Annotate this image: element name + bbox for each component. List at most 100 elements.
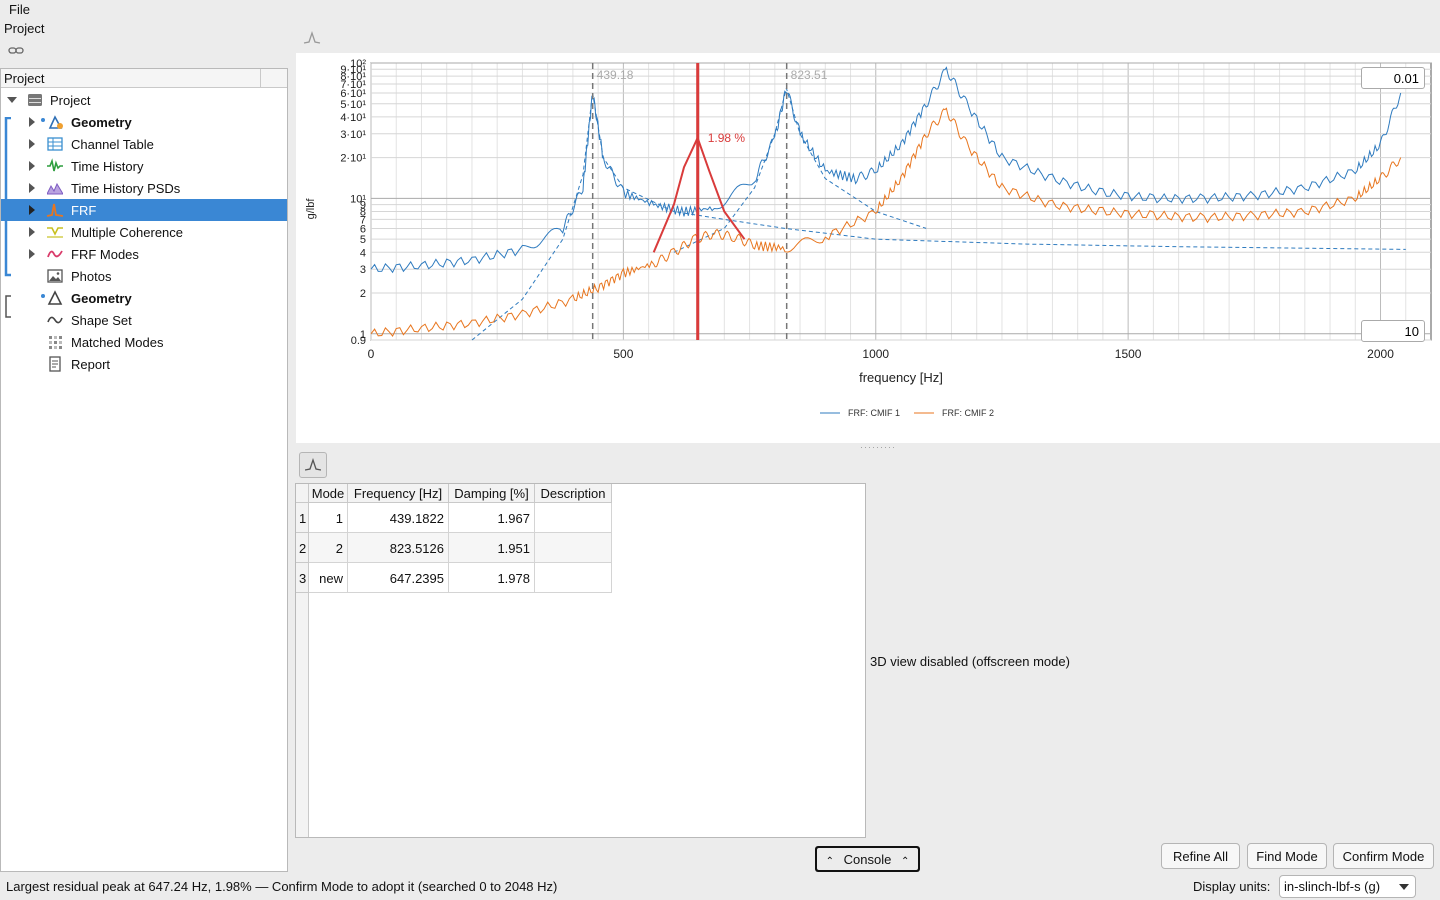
chevron-right-icon[interactable] xyxy=(27,205,37,215)
tree-item-time-history[interactable]: Time History xyxy=(1,155,287,177)
waveform-icon xyxy=(47,158,63,172)
table-header-mode[interactable]: Mode xyxy=(309,484,348,503)
cell-description[interactable] xyxy=(535,503,612,533)
row-header-column xyxy=(296,593,309,837)
tree-item-label: Shape Set xyxy=(71,313,132,328)
tree-header-label: Project xyxy=(4,71,45,86)
table-header-description[interactable]: Description xyxy=(535,484,612,503)
tree-item-label: Geometry xyxy=(71,115,132,130)
chevron-up-icon: ⌃ xyxy=(900,856,910,867)
y-tick-label: 4 xyxy=(360,247,366,259)
tree-item-multiple-coherence[interactable]: Multiple Coherence xyxy=(1,221,287,243)
y-tick-label: 3·10¹ xyxy=(340,129,366,141)
cell-damping[interactable]: 1.967 xyxy=(449,503,535,533)
fit-tool-button[interactable] xyxy=(299,452,327,478)
y-tick-label: 2·10¹ xyxy=(340,153,366,165)
chevron-up-icon: ⌃ xyxy=(825,856,835,867)
row-header[interactable]: 2 xyxy=(296,533,309,563)
cell-mode[interactable]: 2 xyxy=(309,533,348,563)
tree-item-time-history-psds[interactable]: Time History PSDs xyxy=(1,177,287,199)
fit-tool-icon xyxy=(305,458,321,471)
tree-item-photos[interactable]: Photos xyxy=(1,265,287,287)
table-header-damping[interactable]: Damping [%] xyxy=(449,484,535,503)
tree-item-geometry-2[interactable]: Geometry xyxy=(1,287,287,309)
y-tick-label: 7·10¹ xyxy=(340,79,366,91)
view3d-message: 3D view disabled (offscreen mode) xyxy=(870,654,1070,669)
cell-damping[interactable]: 1.951 xyxy=(449,533,535,563)
legend-label-cmif-1: FRF: CMIF 1 xyxy=(848,408,900,418)
y-tick-label: 9 xyxy=(360,200,366,212)
y-tick-label: 5·10¹ xyxy=(340,99,366,111)
y-tick-label: 0.9 xyxy=(351,335,366,347)
link-icon[interactable] xyxy=(8,46,24,56)
tree-item-report[interactable]: Report xyxy=(1,353,287,375)
row-header[interactable]: 1 xyxy=(296,503,309,533)
file-menu[interactable]: File xyxy=(9,2,30,17)
cell-frequency[interactable]: 823.5126 xyxy=(348,533,449,563)
y-tick-label: 6·10¹ xyxy=(340,88,366,100)
y-min-input[interactable] xyxy=(1361,320,1425,342)
tree-item-shape-set[interactable]: Shape Set xyxy=(1,309,287,331)
frf-icon xyxy=(47,203,63,217)
chevron-right-icon[interactable] xyxy=(27,183,37,193)
chevron-right-icon[interactable] xyxy=(27,227,37,237)
tree-item-channel-table[interactable]: Channel Table xyxy=(1,133,287,155)
display-units-value: in-slinch-lbf-s (g) xyxy=(1284,879,1381,894)
cell-description[interactable] xyxy=(535,563,612,593)
y-tick-label: 10² xyxy=(350,58,366,70)
tree-item-frf[interactable]: FRF xyxy=(1,199,287,221)
chevron-down-icon[interactable] xyxy=(7,95,17,105)
chevron-right-icon[interactable] xyxy=(27,139,37,149)
table-header-frequency[interactable]: Frequency [Hz] xyxy=(348,484,449,503)
splitter-handle[interactable]: ········· xyxy=(860,442,896,452)
cell-frequency[interactable]: 647.2395 xyxy=(348,563,449,593)
status-message: Largest residual peak at 647.24 Hz, 1.98… xyxy=(6,879,558,894)
display-units-label: Display units: xyxy=(1193,879,1271,894)
coherence-icon xyxy=(47,227,63,238)
tree-item-project[interactable]: Project xyxy=(1,89,287,111)
y-tick-label: 1 xyxy=(360,329,366,341)
tree-item-label: Project xyxy=(50,93,91,108)
console-toggle-button[interactable]: ⌃ Console ⌃ xyxy=(815,846,920,872)
confirm-mode-button[interactable]: Confirm Mode xyxy=(1333,843,1434,869)
chevron-right-icon[interactable] xyxy=(27,117,37,127)
tree-item-matched-modes[interactable]: Matched Modes xyxy=(1,331,287,353)
cell-description[interactable] xyxy=(535,533,612,563)
refine-all-button[interactable]: Refine All xyxy=(1161,843,1240,869)
y-max-input[interactable] xyxy=(1361,67,1425,89)
shape-icon xyxy=(47,316,63,324)
tree-group-bracket-2 xyxy=(5,295,11,318)
tree-item-label: Matched Modes xyxy=(71,335,164,350)
mode-marker-label: 823.51 xyxy=(791,68,828,82)
cell-mode[interactable]: new xyxy=(309,563,348,593)
cell-mode[interactable]: 1 xyxy=(309,503,348,533)
y-axis-label: g/lbf xyxy=(305,198,317,220)
display-units-select[interactable]: in-slinch-lbf-s (g) xyxy=(1279,875,1416,898)
tree-item-frf-modes[interactable]: FRF Modes xyxy=(1,243,287,265)
y-tick-label: 4·10¹ xyxy=(340,112,366,124)
menu-bar: File xyxy=(0,0,1440,20)
y-tick-label: 6 xyxy=(360,223,366,235)
y-tick-label: 8 xyxy=(360,207,366,219)
y-tick-label: 9·10¹ xyxy=(340,64,366,76)
fit-mode-icon[interactable] xyxy=(303,30,321,46)
find-mode-button[interactable]: Find Mode xyxy=(1247,843,1327,869)
tree-item-geometry[interactable]: Geometry xyxy=(1,111,287,133)
chevron-right-icon[interactable] xyxy=(27,161,37,171)
row-header[interactable]: 3 xyxy=(296,563,309,593)
x-axis-label: frequency [Hz] xyxy=(859,370,943,385)
frf-plot-panel: 0 500 1000 1500 2000 0.9 1 2 3 4 5 6 7 8 9 10¹ 2·10¹ 3·10… xyxy=(296,53,1440,443)
report-icon xyxy=(49,356,61,372)
cell-frequency[interactable]: 439.1822 xyxy=(348,503,449,533)
project-panel-title: Project xyxy=(4,21,45,36)
modes-table: Mode Frequency [Hz] Damping [%] Descript… xyxy=(295,483,866,838)
x-tick-label: 500 xyxy=(613,347,633,361)
y-tick-label: 3 xyxy=(360,264,366,276)
chevron-right-icon[interactable] xyxy=(27,249,37,259)
tree-item-label: FRF Modes xyxy=(71,247,139,262)
tree-item-label: Report xyxy=(71,357,111,372)
grid-icon xyxy=(49,336,62,349)
cell-damping[interactable]: 1.978 xyxy=(449,563,535,593)
geometry-icon xyxy=(48,115,63,129)
